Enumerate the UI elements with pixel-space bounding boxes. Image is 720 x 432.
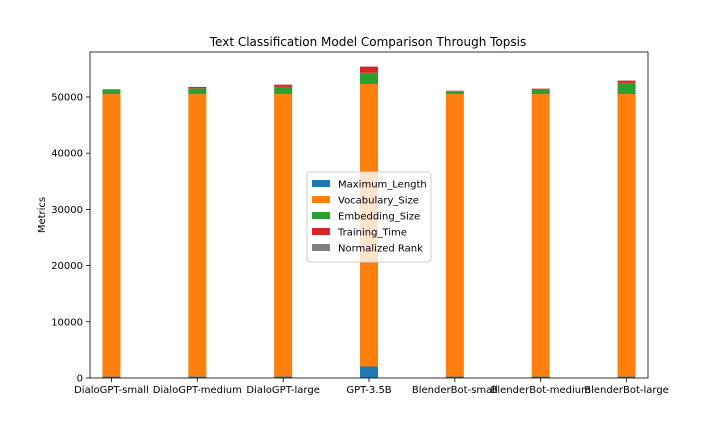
bar-maximum-length-2 (274, 376, 293, 378)
legend-swatch-vocabulary-size (312, 196, 330, 203)
chart-title: Text Classification Model Comparison Thr… (209, 35, 526, 49)
y-tick-label-0: 0 (77, 374, 83, 385)
bar-training-time-6 (617, 80, 636, 83)
y-axis-label: Metrics (37, 197, 48, 233)
bar-maximum-length-0 (102, 376, 121, 378)
y-tick-label-4: 40000 (51, 149, 83, 160)
x-tick-label-4: BlenderBot-small (412, 385, 498, 396)
legend-label-vocabulary-size: Vocabulary_Size (338, 196, 419, 207)
bar-embedding-size-3 (360, 72, 378, 85)
y-tick-label-5: 50000 (51, 92, 83, 103)
x-tick-label-6: BlenderBot-large (584, 385, 669, 396)
bar-training-time-0 (102, 89, 121, 90)
bar-maximum-length-1 (188, 376, 207, 378)
x-tick-label-0: DialoGPT-small (74, 385, 149, 396)
x-tick-label-1: DialoGPT-medium (153, 385, 242, 396)
bar-vocabulary-size-5 (531, 94, 550, 377)
x-tick-label-3: GPT-3.5B (346, 385, 391, 396)
bar-embedding-size-5 (531, 89, 550, 95)
bar-training-time-3 (360, 66, 378, 73)
legend-label-training-time: Training_Time (337, 228, 407, 239)
legend-swatch-normalized-rank (312, 244, 330, 251)
legend-label-normalized-rank: Normalized Rank (338, 244, 423, 255)
legend-label-maximum-length: Maximum_Length (338, 180, 427, 191)
bar-training-time-1 (188, 86, 207, 89)
bars-layer (102, 66, 636, 378)
legend-box (306, 171, 432, 263)
bar-vocabulary-size-1 (188, 94, 207, 377)
legend-swatch-training-time (312, 228, 330, 235)
y-tick-label-1: 10000 (51, 317, 83, 328)
y-tick-label-2: 20000 (51, 261, 83, 272)
bar-vocabulary-size-4 (445, 94, 464, 377)
axes-layer: 0 10000 20000 30000 40000 50000 DialoGPT-small… (51, 51, 669, 396)
legend-label-embedding-size: Embedding_Size (338, 212, 420, 223)
bar-maximum-length-4 (445, 376, 464, 378)
bar-embedding-size-6 (617, 82, 636, 95)
bar-maximum-length-3 (360, 366, 378, 378)
bar-training-time-5 (531, 88, 550, 90)
bar-vocabulary-size-2 (274, 94, 293, 377)
legend: Maximum_Length Vocabulary_Size Embedding_S… (306, 171, 432, 263)
legend-swatch-embedding-size (312, 212, 330, 219)
bar-vocabulary-size-6 (617, 94, 636, 377)
bar-embedding-size-1 (188, 88, 207, 95)
bar-embedding-size-4 (445, 91, 464, 95)
bar-embedding-size-2 (274, 86, 293, 95)
legend-swatch-maximum-length (312, 180, 330, 187)
bar-maximum-length-6 (617, 376, 636, 378)
x-tick-label-2: DialoGPT-large (246, 385, 319, 396)
x-tick-label-5: BlenderBot-medium (491, 385, 591, 396)
bar-embedding-size-0 (102, 89, 121, 95)
y-tick-label-3: 30000 (51, 205, 83, 216)
bar-vocabulary-size-0 (102, 94, 121, 377)
bar-training-time-2 (274, 84, 293, 87)
bar-maximum-length-5 (531, 376, 550, 378)
